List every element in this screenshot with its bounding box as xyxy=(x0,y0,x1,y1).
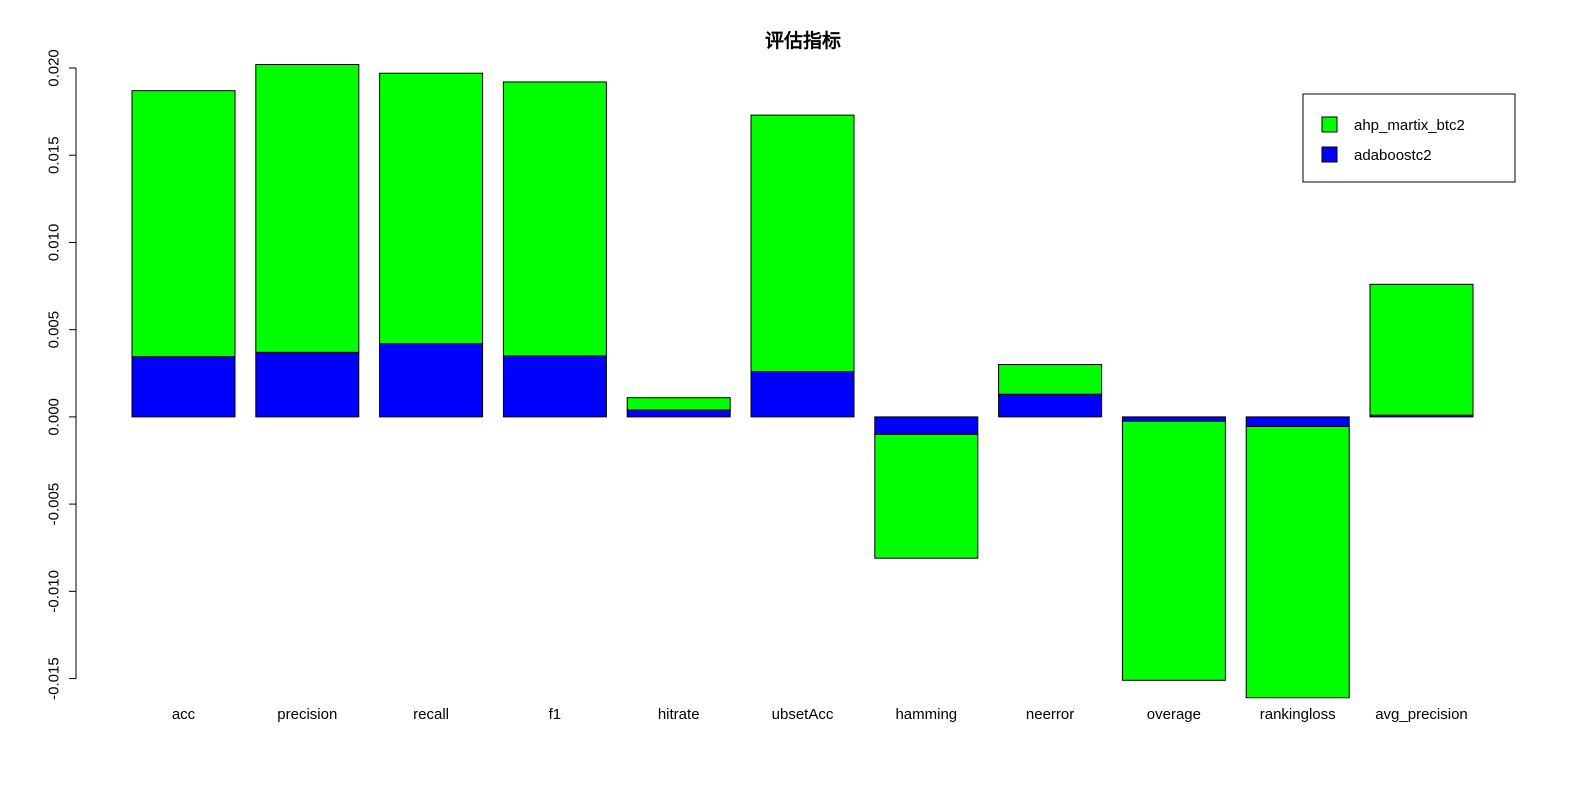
x-category-label: f1 xyxy=(549,706,562,723)
bar-segment-ahp_martix_btc2-hitrate xyxy=(626,397,731,411)
legend-label: ahp_martix_btc2 xyxy=(1354,117,1465,134)
x-category-label: recall xyxy=(413,706,449,723)
bar-segment-ahp_martix_btc2-recall xyxy=(379,72,484,345)
x-category-label: avg_precision xyxy=(1375,706,1468,723)
bar-segment-adaboostc2-hamming xyxy=(874,416,979,435)
legend-swatch-adaboostc2 xyxy=(1321,146,1338,163)
bar-segment-ahp_martix_btc2-avg_precision xyxy=(1369,283,1474,416)
x-category-label: neerror xyxy=(1026,706,1074,723)
x-category-label: rankingloss xyxy=(1260,706,1336,723)
bar-segment-ahp_martix_btc2-f1 xyxy=(502,81,607,357)
x-category-label: hamming xyxy=(895,706,957,723)
bar-segment-adaboostc2-hitrate xyxy=(626,409,731,418)
bar-segment-ahp_martix_btc2-rankingloss xyxy=(1245,425,1350,699)
bar-segment-adaboostc2-recall xyxy=(379,343,484,418)
bar-segment-ahp_martix_btc2-overage xyxy=(1121,420,1226,681)
legend: ahp_martix_btc2 adaboostc2 xyxy=(1302,93,1516,183)
y-tick-label: 0.005 xyxy=(46,311,63,349)
bar-segment-ahp_martix_btc2-precision xyxy=(255,64,360,353)
bar-segment-adaboostc2-overage xyxy=(1121,416,1226,422)
y-tick-label: 0.020 xyxy=(46,49,63,87)
bar-segment-adaboostc2-ubsetAcc xyxy=(750,371,855,418)
bar-segment-ahp_martix_btc2-ubsetAcc xyxy=(750,114,855,373)
x-category-label: overage xyxy=(1147,706,1201,723)
bar-segment-ahp_martix_btc2-acc xyxy=(131,90,236,358)
y-tick-label: 0.000 xyxy=(46,398,63,436)
legend-label: adaboostc2 xyxy=(1354,147,1432,164)
legend-swatch-ahp_martix_btc2 xyxy=(1321,116,1338,133)
bar-segment-adaboostc2-rankingloss xyxy=(1245,416,1350,427)
y-tick-label: -0.010 xyxy=(46,570,63,613)
bars-group xyxy=(131,64,1474,699)
x-category-label: acc xyxy=(172,706,196,723)
y-tick-label: 0.010 xyxy=(46,224,63,262)
x-axis-labels: acc precision recall f1 hitrate ubsetAcc hammi… xyxy=(172,706,1468,723)
bar-segment-adaboostc2-precision xyxy=(255,351,360,418)
y-tick-label: -0.005 xyxy=(46,483,63,526)
bar-segment-ahp_martix_btc2-neerror xyxy=(998,364,1103,395)
chart-title: 评估指标 xyxy=(765,29,841,52)
x-category-label: ubsetAcc xyxy=(772,706,834,723)
x-category-label: precision xyxy=(277,706,337,723)
bar-segment-adaboostc2-f1 xyxy=(502,355,607,418)
bar-segment-ahp_martix_btc2-hamming xyxy=(874,433,979,559)
y-tick-label: -0.015 xyxy=(46,657,63,700)
y-tick-label: 0.015 xyxy=(46,136,63,174)
x-category-label: hitrate xyxy=(658,706,700,723)
y-axis: -0.015 -0.010 -0.005 0.000 0.005 0.010 0.015 0.… xyxy=(46,49,77,700)
legend-box xyxy=(1302,93,1516,183)
bar-segment-adaboostc2-neerror xyxy=(998,393,1103,418)
bar-segment-adaboostc2-acc xyxy=(131,356,236,418)
